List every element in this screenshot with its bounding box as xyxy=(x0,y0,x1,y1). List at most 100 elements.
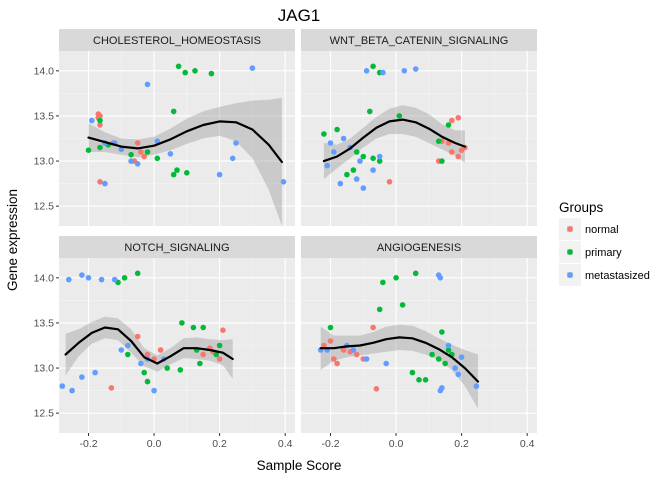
data-point-metastasized xyxy=(167,151,174,157)
smooth-trend-line xyxy=(64,326,234,365)
data-point-normal xyxy=(449,117,455,124)
smooth-trend-line xyxy=(87,120,283,164)
data-point-primary xyxy=(184,170,190,176)
data-point-normal xyxy=(97,179,103,185)
y-tick-label: 14.0 xyxy=(34,272,55,284)
data-point-primary xyxy=(350,167,357,173)
x-tick-label: 0.2 xyxy=(212,438,227,450)
data-point-metastasized xyxy=(324,162,331,169)
y-axis-title: Gene expression xyxy=(5,189,20,291)
data-point-primary xyxy=(429,351,435,358)
data-point-metastasized xyxy=(216,171,223,178)
legend: Groups normal primary metastasized xyxy=(559,200,650,286)
data-point-metastasized xyxy=(445,342,452,349)
data-point-normal xyxy=(144,351,151,358)
data-point-normal xyxy=(331,356,337,362)
data-point-metastasized xyxy=(360,185,367,191)
data-point-primary xyxy=(141,369,147,376)
data-point-metastasized xyxy=(363,356,370,362)
data-point-metastasized xyxy=(102,180,108,187)
legend-keys: normal primary metastasized xyxy=(559,218,650,286)
facet-panels: CHOLESTEROL_HOMEOSTASIS 12.5 13.0 13.5 14.0 W… xyxy=(34,29,537,450)
confidence-band xyxy=(323,105,465,180)
data-point-normal xyxy=(455,153,462,160)
data-point-primary xyxy=(216,342,223,349)
data-point-primary xyxy=(439,158,445,164)
facet-strip xyxy=(59,29,295,51)
data-point-metastasized xyxy=(111,276,118,283)
data-point-metastasized xyxy=(331,149,337,155)
data-point-primary xyxy=(208,70,215,77)
data-point-primary xyxy=(179,320,185,326)
facet-strip-label: CHOLESTEROL_HOMEOSTASIS xyxy=(93,35,261,47)
data-point-metastasized xyxy=(337,180,344,187)
data-point-primary xyxy=(134,270,141,277)
data-point-metastasized xyxy=(59,383,66,389)
data-point-metastasized xyxy=(118,347,125,353)
facet-panel: CHOLESTEROL_HOMEOSTASIS 12.5 13.0 13.5 14.0 xyxy=(34,29,295,227)
data-point-normal xyxy=(455,115,462,121)
data-point-normal xyxy=(141,153,147,160)
data-point-primary xyxy=(399,302,406,308)
data-point-primary xyxy=(192,68,198,74)
facet-strip-label: ANGIOGENESIS xyxy=(377,242,461,254)
data-point-metastasized xyxy=(128,158,134,164)
data-point-primary xyxy=(327,324,334,331)
x-tick-label: 0.0 xyxy=(389,438,404,450)
data-point-primary xyxy=(409,369,416,376)
data-point-metastasized xyxy=(327,140,334,146)
data-point-normal xyxy=(334,360,340,367)
data-point-metastasized xyxy=(452,365,458,371)
data-point-normal xyxy=(216,356,223,362)
data-point-metastasized xyxy=(249,65,256,71)
data-point-primary xyxy=(164,365,170,371)
data-point-metastasized xyxy=(98,276,105,283)
data-point-normal xyxy=(321,342,327,349)
data-point-primary xyxy=(376,306,383,313)
data-point-metastasized xyxy=(92,369,98,376)
data-point-metastasized xyxy=(340,135,347,142)
y-tick-label: 14.0 xyxy=(34,65,55,77)
confidence-band xyxy=(88,97,282,227)
data-point-primary xyxy=(190,324,197,331)
data-point-normal xyxy=(340,347,347,353)
smooth-trend-line xyxy=(319,336,480,383)
data-point-primary xyxy=(422,377,429,383)
data-point-metastasized xyxy=(376,153,383,160)
legend-item: metastasized xyxy=(559,264,650,286)
data-point-normal xyxy=(157,347,164,353)
data-point-metastasized xyxy=(458,354,465,361)
data-point-metastasized xyxy=(125,342,131,349)
data-point-primary xyxy=(125,351,131,358)
data-point-normal xyxy=(220,327,226,334)
data-point-primary xyxy=(396,113,403,119)
data-point-primary xyxy=(321,131,327,137)
data-point-metastasized xyxy=(151,387,157,394)
data-point-primary xyxy=(97,117,103,124)
data-point-primary xyxy=(439,329,445,335)
data-point-primary xyxy=(435,356,442,362)
data-point-primary xyxy=(376,158,383,164)
data-point-primary xyxy=(435,138,442,144)
data-point-metastasized xyxy=(383,360,390,367)
y-tick-label: 12.5 xyxy=(34,408,55,420)
data-point-primary xyxy=(353,149,360,155)
data-point-primary xyxy=(170,171,177,178)
x-tick-label: -0.2 xyxy=(321,438,339,450)
data-point-metastasized xyxy=(79,272,85,278)
data-point-normal xyxy=(353,351,360,358)
data-point-metastasized xyxy=(401,68,408,74)
data-point-normal xyxy=(373,386,380,392)
data-point-metastasized xyxy=(229,155,236,162)
data-point-metastasized xyxy=(280,179,287,185)
facet-panel: WNT_BETA_CATENIN_SIGNALING xyxy=(301,29,537,226)
y-tick-label: 13.0 xyxy=(34,156,55,168)
data-point-primary xyxy=(175,63,182,70)
data-point-normal xyxy=(108,385,115,391)
confidence-band xyxy=(65,316,233,379)
data-point-normal xyxy=(134,140,141,146)
data-point-normal xyxy=(370,324,376,331)
x-tick-label: 0.4 xyxy=(278,438,293,450)
data-point-primary xyxy=(200,324,206,331)
facet-panel: NOTCH_SIGNALING 12.5 13.0 13.5 14.0 -0.2 0.0 0.… xyxy=(34,236,295,450)
